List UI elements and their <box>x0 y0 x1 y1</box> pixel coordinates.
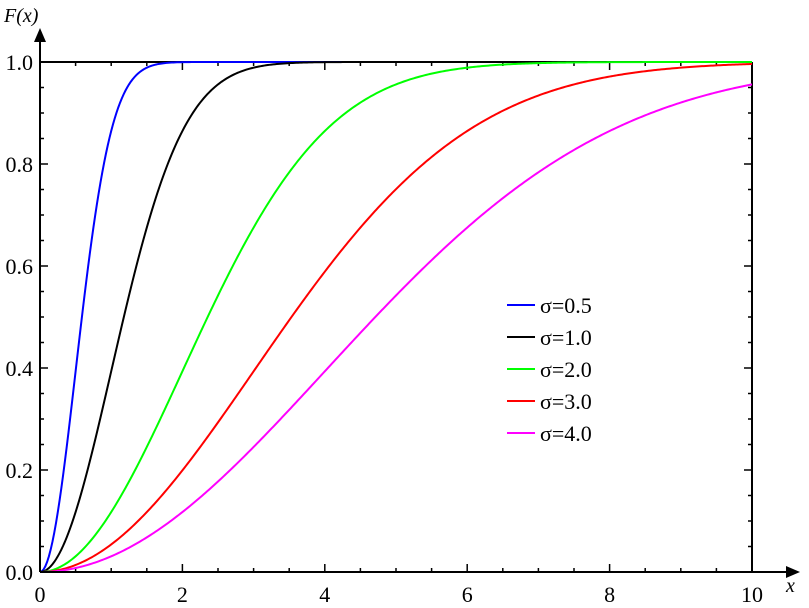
series-line-sigma-4 <box>39 83 753 573</box>
series-lines <box>39 61 753 573</box>
y-tick-labels: 0.0 0.2 0.4 0.6 0.8 1.0 <box>6 50 34 585</box>
y-tick-label: 0.2 <box>6 458 34 483</box>
series-line-sigma-3 <box>39 62 753 573</box>
legend: σ=0.5 σ=1.0 σ=2.0 σ=3.0 σ=4.0 <box>507 293 592 446</box>
legend-entry-label: σ=3.0 <box>540 389 592 414</box>
y-tick-label: 0.8 <box>6 152 34 177</box>
y-axis-arrow-icon <box>34 28 46 42</box>
plot-frame <box>40 61 753 572</box>
x-tick-label: 4 <box>319 582 330 607</box>
x-tick-label: 0 <box>35 582 46 607</box>
x-tick-label: 6 <box>462 582 473 607</box>
axes-arrows <box>34 28 800 578</box>
legend-entry-label: σ=2.0 <box>540 357 592 382</box>
x-axis-label: x <box>785 575 795 597</box>
series-line-sigma-2 <box>39 61 752 573</box>
y-tick-label: 0.4 <box>6 356 34 381</box>
legend-entry-label: σ=1.0 <box>540 325 592 350</box>
legend-entry-label: σ=0.5 <box>540 293 592 318</box>
y-axis-label: F(x) <box>3 5 39 27</box>
x-tick-label: 8 <box>604 582 615 607</box>
tick-marks <box>39 61 753 573</box>
y-tick-label: 0.0 <box>6 560 34 585</box>
x-axis-arrow-icon <box>786 566 800 578</box>
legend-entry-label: σ=4.0 <box>540 421 592 446</box>
series-line-sigma-1 <box>39 61 752 573</box>
x-tick-labels: 0 2 4 6 8 10 <box>35 582 764 607</box>
x-tick-label: 2 <box>177 582 188 607</box>
series-line-sigma-0.5 <box>39 61 752 573</box>
y-tick-label: 0.6 <box>6 254 34 279</box>
y-tick-label: 1.0 <box>6 50 34 75</box>
x-tick-label: 10 <box>741 582 763 607</box>
